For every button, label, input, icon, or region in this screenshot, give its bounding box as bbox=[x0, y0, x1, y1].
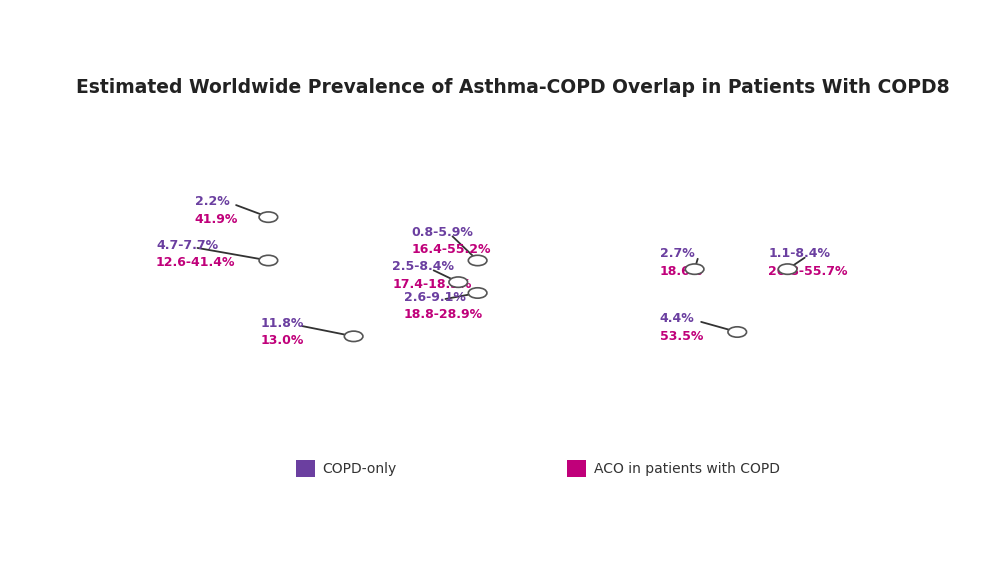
Text: 4.7-7.7%: 4.7-7.7% bbox=[156, 239, 218, 252]
Text: 53.5%: 53.5% bbox=[660, 330, 703, 343]
Text: 41.9%: 41.9% bbox=[195, 213, 238, 226]
Text: 18.6%: 18.6% bbox=[660, 265, 703, 278]
Circle shape bbox=[685, 264, 704, 274]
FancyBboxPatch shape bbox=[567, 460, 586, 477]
Text: 2.6-9.1%: 2.6-9.1% bbox=[404, 291, 466, 304]
Text: ACO in patients with COPD: ACO in patients with COPD bbox=[594, 462, 780, 476]
Text: 12.6-41.4%: 12.6-41.4% bbox=[156, 256, 236, 269]
Circle shape bbox=[259, 255, 278, 266]
Text: 20.8-55.7%: 20.8-55.7% bbox=[768, 265, 848, 278]
Circle shape bbox=[468, 288, 487, 298]
Text: 16.4-55.2%: 16.4-55.2% bbox=[412, 243, 491, 256]
Text: 0.8-5.9%: 0.8-5.9% bbox=[412, 226, 474, 239]
Text: 11.8%: 11.8% bbox=[261, 317, 304, 330]
Text: 2.5-8.4%: 2.5-8.4% bbox=[392, 261, 454, 274]
Circle shape bbox=[468, 255, 487, 266]
Text: 2.7%: 2.7% bbox=[660, 248, 694, 261]
Text: COPD-only: COPD-only bbox=[323, 462, 397, 476]
Text: 18.8-28.9%: 18.8-28.9% bbox=[404, 308, 483, 321]
Circle shape bbox=[778, 264, 797, 274]
Text: 1.1-8.4%: 1.1-8.4% bbox=[768, 248, 830, 261]
Text: Estimated Worldwide Prevalence of Asthma-COPD Overlap in Patients With COPD8: Estimated Worldwide Prevalence of Asthma… bbox=[76, 78, 949, 97]
Circle shape bbox=[728, 327, 747, 337]
FancyBboxPatch shape bbox=[296, 460, 315, 477]
Circle shape bbox=[259, 212, 278, 222]
Circle shape bbox=[449, 277, 468, 287]
Text: 17.4-18.3%: 17.4-18.3% bbox=[392, 278, 472, 291]
Text: 4.4%: 4.4% bbox=[660, 312, 694, 325]
Circle shape bbox=[344, 331, 363, 342]
Text: 13.0%: 13.0% bbox=[261, 334, 304, 347]
Text: 2.2%: 2.2% bbox=[195, 195, 230, 208]
